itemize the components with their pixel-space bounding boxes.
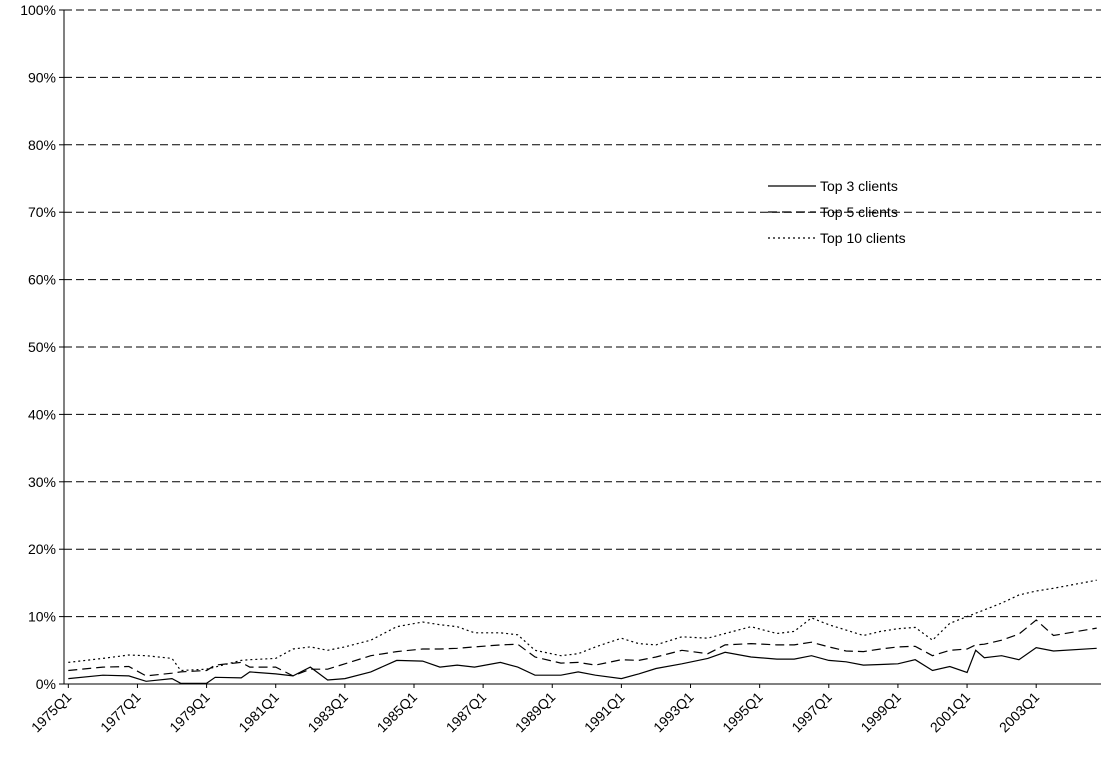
axes: [59, 9, 1101, 688]
y-tick-label: 80%: [28, 137, 56, 153]
y-tick-label: 10%: [28, 609, 56, 625]
x-tick-label: 1991Q1: [581, 689, 628, 736]
y-tick-label: 30%: [28, 474, 56, 490]
y-tick-label: 50%: [28, 339, 56, 355]
y-tick-label: 60%: [28, 272, 56, 288]
x-tick-label: 1975Q1: [28, 689, 75, 736]
series-line-3: [68, 579, 1097, 672]
y-tick-label: 100%: [20, 2, 56, 18]
y-tick-label: 70%: [28, 204, 56, 220]
series-line-2: [68, 619, 1097, 677]
y-tick-label: 40%: [28, 406, 56, 422]
x-tick-label: 1977Q1: [97, 689, 144, 736]
x-axis-tick-labels: 1975Q1 1977Q1 1979Q1 1981Q1 1983Q1 1985Q1 1987…: [28, 689, 1043, 736]
x-tick-label: 1995Q1: [719, 689, 766, 736]
x-tick-label: 1987Q1: [443, 689, 490, 736]
legend-label-3: Top 10 clients: [820, 230, 906, 246]
legend-label-2: Top 5 clients: [820, 204, 898, 220]
gridlines: [64, 9, 1101, 618]
x-tick-label: 1983Q1: [304, 689, 351, 736]
x-tick-label: 1997Q1: [788, 689, 835, 736]
x-tick-label: 1999Q1: [857, 689, 904, 736]
y-tick-label: 20%: [28, 541, 56, 557]
x-tick-label: 2003Q1: [996, 689, 1043, 736]
x-tick-label: 2001Q1: [927, 689, 974, 736]
y-tick-label: 90%: [28, 69, 56, 85]
legend: Top 3 clients Top 5 clients Top 10 clients: [768, 178, 906, 246]
series-lines: [68, 579, 1097, 684]
legend-label-1: Top 3 clients: [820, 178, 898, 194]
x-tick-label: 1985Q1: [374, 689, 421, 736]
x-tick-label: 1989Q1: [512, 689, 559, 736]
x-tick-label: 1981Q1: [235, 689, 282, 736]
x-tick-label: 1993Q1: [650, 689, 697, 736]
y-axis-tick-labels: 0% 10% 20% 30% 40% 50% 60% 70% 80% 90% 100%: [20, 2, 56, 692]
series-line-1: [68, 646, 1097, 684]
y-tick-label: 0%: [36, 676, 56, 692]
x-tick-label: 1979Q1: [166, 689, 213, 736]
